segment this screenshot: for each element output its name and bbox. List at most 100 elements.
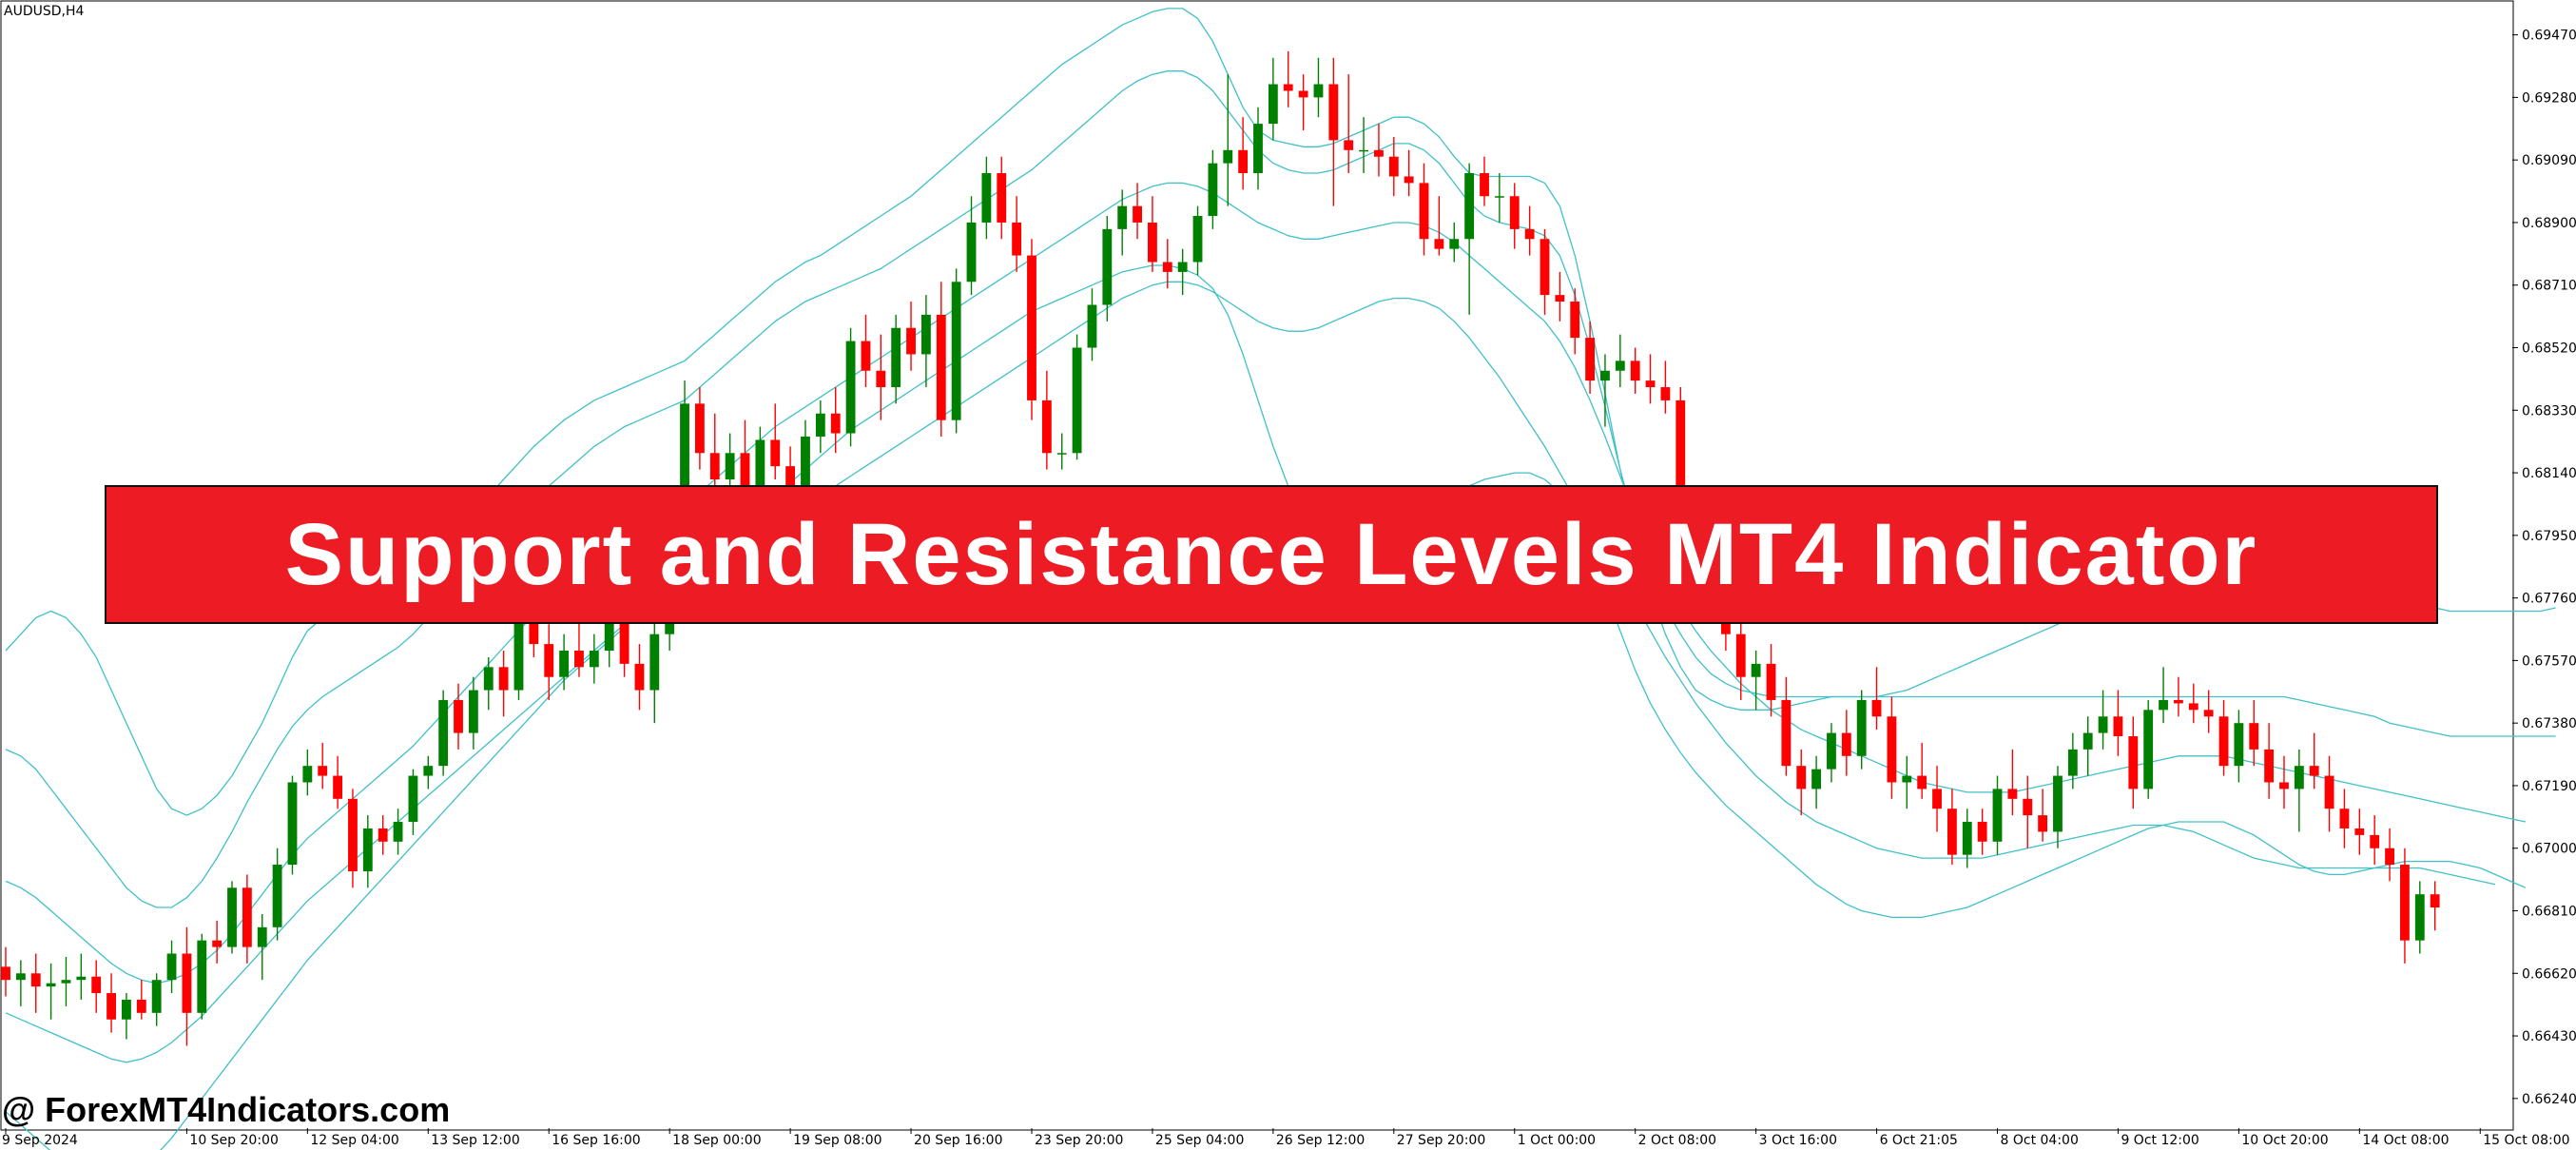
y-tick-label: 0.69470	[2522, 29, 2576, 44]
candle-body	[1585, 338, 1596, 381]
candle-body	[257, 926, 267, 947]
bull-candle	[393, 809, 403, 855]
bull-candle	[1313, 57, 1324, 118]
bear-candle	[2023, 775, 2033, 848]
bull-candle	[1268, 57, 1278, 141]
candle-body	[2053, 775, 2063, 832]
bear-candle	[830, 387, 841, 454]
bear-candle	[378, 815, 388, 855]
bear-candle	[136, 980, 146, 1020]
bull-candle	[1902, 755, 1912, 809]
title-banner: Support and Resistance Levels MT4 Indica…	[105, 485, 2438, 624]
bear-candle	[936, 282, 946, 437]
bear-candle	[2203, 690, 2214, 733]
candle-body	[2113, 716, 2123, 737]
candle-body	[1917, 775, 1927, 789]
bull-candle	[408, 769, 418, 835]
x-tick-label: 16 Sep 16:00	[552, 1133, 640, 1148]
candle-body	[136, 999, 146, 1013]
bear-candle	[876, 334, 886, 420]
bull-candle	[227, 881, 237, 954]
candle-body	[1072, 347, 1082, 454]
candle-body	[574, 651, 584, 668]
candle-body	[589, 651, 599, 668]
bull-candle	[438, 690, 449, 776]
bear-candle	[1419, 163, 1429, 256]
candle-body	[2430, 894, 2440, 908]
candle-body	[2218, 716, 2229, 767]
bear-candle	[1328, 57, 1339, 206]
candle-body	[529, 617, 539, 645]
y-tick-label: 0.66620	[2522, 966, 2576, 982]
bull-candle	[1615, 334, 1625, 388]
x-tick-label: 8 Oct 04:00	[2001, 1133, 2079, 1148]
candle-body	[46, 983, 56, 987]
x-tick-label: 23 Sep 20:00	[1035, 1133, 1123, 1148]
bear-candle	[1887, 696, 1897, 799]
x-axis: 9 Sep 2024 10 Sep 20:00 12 Sep 04:00 13 Sep…	[2, 1128, 2570, 1148]
bull-candle	[61, 956, 71, 1006]
candle-body	[1947, 809, 1957, 855]
bear-candle	[1977, 809, 1987, 855]
bull-candle	[1827, 723, 1836, 783]
bear-candle	[2113, 690, 2123, 756]
candle-body	[876, 370, 886, 388]
bear-candle	[1524, 205, 1535, 256]
bull-candle	[287, 775, 298, 875]
bear-candle	[2354, 809, 2365, 855]
candle-body	[936, 314, 946, 420]
bull-candle	[845, 327, 856, 447]
bull-candle	[2067, 732, 2078, 789]
candle-body	[1660, 387, 1671, 400]
bull-candle	[1962, 809, 1972, 868]
candle-body	[920, 314, 931, 355]
candle-body	[1766, 663, 1776, 700]
bear-candle	[1404, 149, 1414, 197]
candle-body	[1962, 822, 1972, 855]
candle-body	[2279, 782, 2289, 789]
bear-candle	[1781, 676, 1792, 776]
candle-body	[785, 466, 796, 486]
bull-candle	[46, 963, 56, 1020]
candle-body	[544, 644, 554, 677]
bull-candle	[966, 196, 977, 296]
candle-body	[2143, 710, 2154, 789]
candle-body	[1238, 149, 1249, 174]
candle-body	[619, 617, 629, 664]
bull-candle	[423, 755, 434, 789]
candle-body	[1133, 205, 1142, 223]
y-tick-label: 0.68140	[2522, 466, 2576, 481]
bull-candle	[1117, 189, 1128, 256]
bear-candle	[2218, 699, 2229, 776]
candle-body	[498, 667, 509, 691]
candle-body	[1464, 173, 1475, 240]
candle-body	[107, 993, 116, 1020]
bull-candle	[2053, 766, 2063, 848]
bear-candle	[318, 742, 328, 789]
candle-body	[333, 775, 343, 799]
candle-body	[1524, 228, 1535, 240]
bull-candle	[1177, 248, 1188, 296]
candle-body	[2128, 736, 2139, 789]
bear-candle	[333, 755, 343, 809]
candle-body	[966, 222, 977, 283]
bull-candle	[559, 633, 570, 691]
candle-body	[997, 173, 1007, 223]
candle-body	[1087, 304, 1097, 348]
bear-candle	[1871, 667, 1882, 731]
candle-body	[951, 282, 961, 420]
candle-body	[2324, 775, 2334, 809]
bear-candle	[1344, 74, 1354, 174]
x-tick-label: 3 Oct 16:00	[1759, 1133, 1837, 1148]
bull-candle	[1192, 205, 1203, 276]
bull-candle	[15, 960, 26, 1006]
bear-candle	[694, 387, 705, 470]
x-tick-label: 10 Oct 20:00	[2241, 1133, 2328, 1148]
bear-candle	[2173, 676, 2183, 717]
y-tick-label: 0.69090	[2522, 153, 2576, 168]
y-tick-label: 0.67760	[2522, 592, 2576, 607]
bear-candle	[1585, 321, 1596, 394]
bull-candle	[1856, 690, 1867, 770]
y-tick-label: 0.69280	[2522, 90, 2576, 106]
candle-body	[1223, 149, 1233, 164]
